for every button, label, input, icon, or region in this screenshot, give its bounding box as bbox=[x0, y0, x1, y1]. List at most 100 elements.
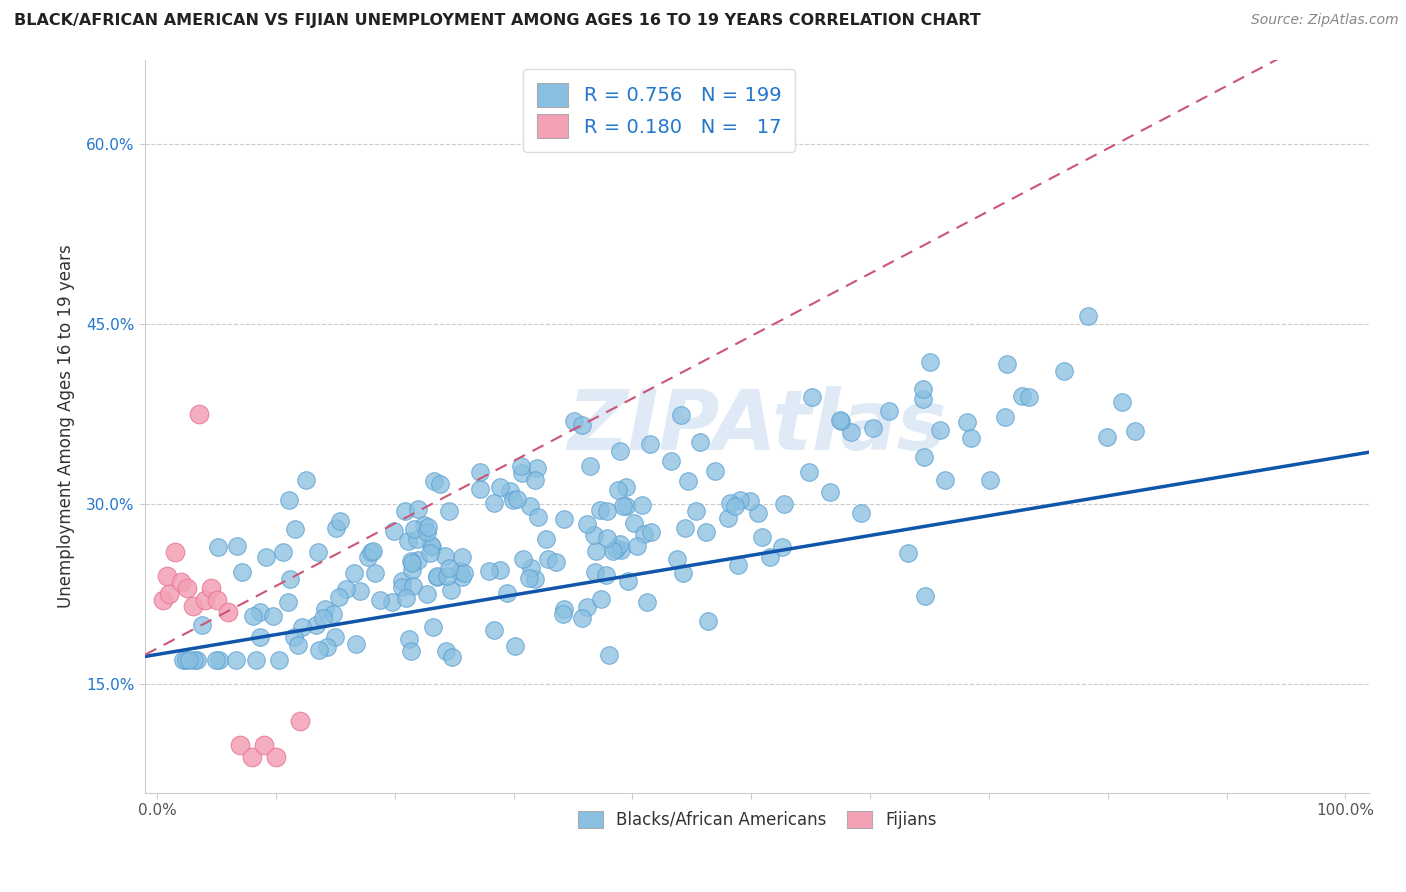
Point bbox=[553, 601, 575, 615]
Point bbox=[1125, 425, 1147, 439]
Point bbox=[673, 521, 696, 535]
Point bbox=[636, 595, 658, 609]
Point bbox=[451, 569, 474, 583]
Point bbox=[368, 592, 391, 607]
Point bbox=[399, 554, 422, 568]
Point bbox=[695, 525, 717, 540]
Point bbox=[308, 643, 330, 657]
Point bbox=[571, 611, 593, 625]
Point bbox=[382, 524, 405, 539]
Point bbox=[231, 565, 253, 579]
Point bbox=[669, 409, 692, 423]
Point bbox=[470, 465, 492, 479]
Point bbox=[401, 644, 423, 658]
Point bbox=[1018, 390, 1040, 404]
Point bbox=[583, 565, 606, 579]
Point bbox=[638, 437, 661, 451]
Point bbox=[264, 749, 287, 764]
Point bbox=[609, 537, 631, 551]
Point bbox=[934, 473, 956, 487]
Point bbox=[920, 355, 942, 369]
Point bbox=[229, 738, 252, 752]
Point bbox=[659, 454, 682, 468]
Point bbox=[194, 593, 217, 607]
Point bbox=[526, 460, 548, 475]
Point bbox=[520, 560, 543, 574]
Point bbox=[828, 413, 851, 427]
Point bbox=[402, 522, 425, 536]
Point bbox=[357, 550, 380, 565]
Point bbox=[727, 558, 749, 573]
Point bbox=[394, 504, 416, 518]
Point bbox=[262, 609, 284, 624]
Y-axis label: Unemployment Among Ages 16 to 19 years: Unemployment Among Ages 16 to 19 years bbox=[58, 244, 75, 608]
Point bbox=[364, 566, 387, 580]
Point bbox=[595, 567, 617, 582]
Point bbox=[183, 653, 205, 667]
Point bbox=[626, 540, 648, 554]
Point bbox=[402, 579, 425, 593]
Point bbox=[995, 357, 1018, 371]
Point bbox=[488, 563, 510, 577]
Point bbox=[440, 582, 463, 597]
Point bbox=[343, 566, 366, 580]
Point bbox=[277, 595, 299, 609]
Point bbox=[849, 506, 872, 520]
Point bbox=[267, 653, 290, 667]
Point bbox=[911, 382, 934, 396]
Point bbox=[585, 544, 607, 558]
Point bbox=[208, 653, 231, 667]
Point bbox=[614, 480, 637, 494]
Point bbox=[468, 482, 491, 496]
Point bbox=[602, 544, 624, 558]
Point bbox=[249, 630, 271, 644]
Point bbox=[482, 496, 505, 510]
Point bbox=[488, 480, 510, 494]
Point bbox=[360, 545, 382, 559]
Point bbox=[633, 527, 655, 541]
Point bbox=[172, 653, 194, 667]
Point bbox=[416, 520, 439, 534]
Point bbox=[994, 410, 1017, 425]
Point bbox=[416, 525, 439, 540]
Point bbox=[419, 538, 441, 552]
Point bbox=[349, 583, 371, 598]
Point bbox=[478, 564, 501, 578]
Point bbox=[717, 511, 740, 525]
Point bbox=[429, 477, 451, 491]
Point bbox=[496, 586, 519, 600]
Point bbox=[1077, 310, 1099, 324]
Point bbox=[623, 516, 645, 530]
Point bbox=[312, 610, 335, 624]
Point bbox=[689, 434, 711, 449]
Point bbox=[960, 431, 983, 445]
Point bbox=[598, 648, 620, 662]
Point bbox=[449, 564, 471, 578]
Point bbox=[186, 653, 208, 667]
Point bbox=[440, 649, 463, 664]
Point bbox=[576, 516, 599, 531]
Point bbox=[955, 415, 977, 429]
Point bbox=[287, 638, 309, 652]
Point bbox=[434, 549, 457, 563]
Point bbox=[631, 499, 654, 513]
Point bbox=[314, 601, 336, 615]
Point bbox=[361, 544, 384, 558]
Point bbox=[280, 573, 302, 587]
Point bbox=[609, 443, 631, 458]
Point bbox=[912, 450, 935, 464]
Point bbox=[820, 485, 842, 500]
Point bbox=[740, 493, 762, 508]
Point bbox=[426, 569, 449, 583]
Point bbox=[416, 587, 439, 601]
Point bbox=[283, 630, 305, 644]
Point bbox=[546, 556, 568, 570]
Point bbox=[562, 414, 585, 428]
Point bbox=[506, 491, 529, 506]
Point bbox=[751, 530, 773, 544]
Point bbox=[589, 503, 612, 517]
Point bbox=[254, 549, 277, 564]
Point bbox=[335, 582, 357, 597]
Point bbox=[551, 607, 574, 621]
Point bbox=[240, 749, 263, 764]
